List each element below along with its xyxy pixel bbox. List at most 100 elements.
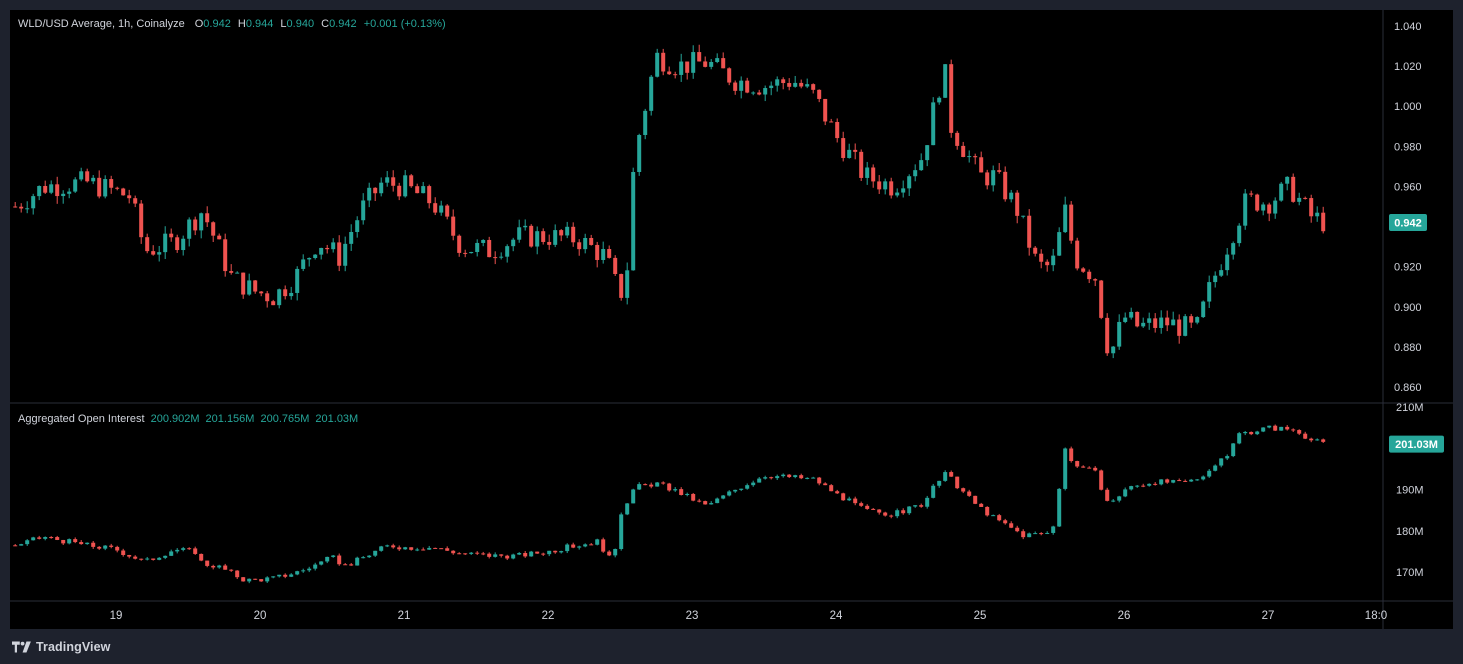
candle [973, 153, 978, 165]
candle [235, 570, 240, 580]
chart-frame: 1.040 1.020 1.000 0.980 0.960 0.940 0.920 0.900… [10, 10, 1453, 629]
candle-body [613, 549, 618, 556]
candle-body [883, 181, 888, 190]
candle [1039, 532, 1044, 536]
candle-body [1051, 255, 1056, 266]
candle [1213, 464, 1218, 472]
candle [1303, 196, 1308, 200]
candle-body [751, 482, 756, 486]
candle-body [1141, 322, 1146, 327]
oi-title[interactable]: Aggregated Open Interest [18, 413, 145, 425]
candle-body [55, 537, 60, 540]
candle [145, 233, 150, 254]
candle [613, 255, 618, 277]
candle-body [1105, 489, 1110, 501]
candle-body [1069, 204, 1074, 241]
candle-body [49, 184, 54, 193]
candle-body [787, 474, 792, 478]
candle-body [1045, 532, 1050, 534]
candle [913, 505, 918, 508]
candle-body [1243, 193, 1248, 226]
candle [1051, 525, 1056, 535]
candle [457, 234, 462, 257]
candle-body [43, 537, 48, 539]
candle-body [1219, 458, 1224, 466]
tradingview-attribution[interactable]: TradingView [12, 637, 111, 657]
candle [547, 234, 552, 250]
candle-body [1237, 433, 1242, 444]
candle [985, 506, 990, 517]
candle [823, 482, 828, 486]
candle-body [559, 230, 564, 236]
candle-body [535, 551, 540, 554]
candle [1117, 495, 1122, 503]
candle-body [703, 501, 708, 505]
candle [619, 512, 624, 551]
candle-body [967, 156, 972, 158]
candle [1069, 201, 1074, 244]
time-axis[interactable]: 19 20 21 22 23 24 25 26 27 18:0 [110, 610, 1388, 622]
candle-body [631, 489, 636, 504]
candle-body [379, 182, 384, 194]
candle [1231, 241, 1236, 260]
candle-body [1195, 317, 1200, 323]
candle-body [409, 175, 414, 187]
candle-body [979, 157, 984, 173]
candle [595, 538, 600, 546]
candle-body [343, 243, 348, 266]
price-axis[interactable]: 1.0401.0201.0000.9800.9600.9400.9200.900… [1394, 21, 1422, 394]
symbol-title[interactable]: WLD/USD Average, 1h, Coinalyze [18, 18, 185, 30]
tradingview-logo-icon [12, 641, 31, 653]
candle [619, 273, 624, 301]
candle-body [463, 553, 468, 555]
candle [277, 288, 282, 309]
open-interest-axis[interactable]: 210M 190M 180M 170M [1396, 402, 1424, 579]
candle [637, 482, 642, 490]
candle [583, 233, 588, 254]
candle [925, 145, 930, 167]
candle-body [199, 213, 204, 231]
candle [289, 573, 294, 578]
candle-body [97, 546, 102, 549]
candle [157, 557, 162, 561]
candle-body [247, 280, 252, 295]
candle [1093, 278, 1098, 287]
candle [217, 564, 222, 569]
candle-body [181, 238, 186, 251]
candle-body [433, 203, 438, 213]
candle [289, 286, 294, 300]
candle [973, 495, 978, 505]
candle [235, 271, 240, 274]
candle [469, 551, 474, 555]
candle-body [295, 571, 300, 575]
candle-body [835, 491, 840, 494]
candle [1201, 300, 1206, 319]
candle-body [901, 510, 906, 514]
chart-canvas[interactable]: 1.040 1.020 1.000 0.980 0.960 0.940 0.920 0.900… [10, 10, 1453, 629]
candle [493, 251, 498, 265]
candle [1279, 181, 1284, 202]
candle-body [889, 515, 894, 517]
candle [265, 290, 270, 308]
candle-body [1063, 204, 1068, 233]
candle [757, 89, 762, 96]
oi-tick-label: 190M [1396, 485, 1424, 497]
candle-body [817, 477, 822, 484]
candle [463, 553, 468, 556]
candle-body [25, 208, 30, 210]
candle [403, 546, 408, 550]
candle [163, 226, 168, 260]
candle [1207, 469, 1212, 478]
candle-body [145, 237, 150, 252]
candle [301, 568, 306, 573]
candle-body [277, 574, 282, 577]
price-tick-label: 0.860 [1394, 382, 1422, 394]
candle-body [781, 79, 786, 84]
candle-body [931, 102, 936, 146]
candle-body [997, 170, 1002, 172]
candle-body [1183, 480, 1188, 482]
candle-body [1267, 425, 1272, 428]
candle-body [679, 489, 684, 496]
candle-body [85, 171, 90, 182]
candle-body [877, 181, 882, 190]
